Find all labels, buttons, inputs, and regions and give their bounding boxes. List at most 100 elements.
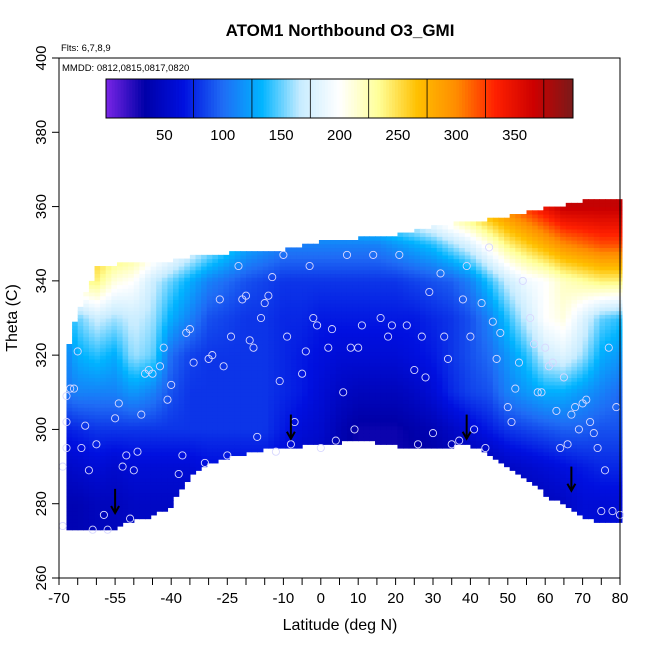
heatmap-cell: [167, 325, 174, 330]
heatmap-cell: [386, 266, 393, 271]
heatmap-cell: [391, 422, 399, 427]
heatmap-cell: [246, 362, 253, 367]
heatmap-cell: [408, 344, 415, 349]
heatmap-cell: [532, 440, 539, 445]
heatmap-cell: [504, 336, 511, 341]
heatmap-cell: [335, 414, 342, 419]
heatmap-cell: [520, 228, 528, 234]
heatmap-cell: [302, 266, 309, 271]
heatmap-cell: [111, 433, 118, 438]
heatmap-cell: [459, 232, 466, 237]
heatmap-cell: [352, 362, 359, 367]
heatmap-cell: [195, 459, 202, 464]
heatmap-cell: [442, 403, 449, 408]
heatmap-cell: [391, 318, 399, 323]
heatmap-cell: [128, 429, 135, 434]
heatmap-cell: [145, 492, 152, 497]
heatmap-cell: [88, 429, 96, 434]
heatmap-cell: [509, 232, 516, 237]
heatmap-cell: [150, 310, 157, 315]
heatmap-cell: [223, 269, 230, 275]
heatmap-cell: [341, 429, 348, 434]
heatmap-cell: [251, 422, 258, 427]
heatmap-cell: [296, 247, 303, 252]
heatmap-cell: [358, 355, 365, 360]
heatmap-cell: [100, 414, 107, 419]
heatmap-cell: [341, 299, 348, 304]
heatmap-cell: [408, 410, 415, 416]
heatmap-cell: [195, 336, 202, 341]
heatmap-cell: [161, 358, 169, 364]
heatmap-cell: [436, 258, 443, 263]
heatmap-cell: [150, 399, 157, 405]
heatmap-cell: [476, 221, 483, 226]
heatmap-cell: [470, 422, 477, 427]
heatmap-cell: [83, 500, 90, 505]
heatmap-cell: [122, 273, 129, 278]
heatmap-cell: [94, 344, 101, 349]
heatmap-cell: [504, 388, 511, 393]
heatmap-cell: [217, 377, 225, 382]
heatmap-cell: [436, 410, 443, 416]
heatmap-cell: [189, 436, 197, 442]
heatmap-cell: [184, 403, 191, 408]
heatmap-cell: [476, 243, 483, 249]
heatmap-cell: [520, 299, 528, 304]
heatmap-cell: [195, 444, 202, 449]
heatmap-cell: [369, 355, 376, 360]
heatmap-cell: [532, 448, 539, 453]
heatmap-cell: [341, 377, 348, 382]
heatmap-cell: [447, 306, 455, 312]
heatmap-cell: [139, 332, 146, 338]
heatmap-cell: [77, 477, 84, 483]
heatmap-cell: [487, 240, 494, 245]
heatmap-cell: [128, 336, 135, 341]
heatmap-cell: [526, 284, 533, 289]
heatmap-cell: [279, 407, 286, 412]
heatmap-cell: [111, 303, 118, 308]
heatmap-cell: [77, 429, 84, 434]
heatmap-cell: [128, 277, 135, 282]
heatmap-cell: [83, 303, 90, 308]
heatmap-cell: [150, 459, 157, 464]
heatmap-cell: [217, 381, 225, 386]
heatmap-cell: [100, 340, 107, 345]
heatmap-cell: [375, 373, 382, 379]
heatmap-cell: [442, 262, 449, 267]
heatmap-cell: [173, 477, 180, 483]
heatmap-cell: [251, 321, 258, 327]
heatmap-cell: [240, 358, 247, 364]
heatmap-cell: [72, 503, 79, 509]
heatmap-cell: [178, 336, 185, 341]
heatmap-cell: [167, 485, 174, 490]
heatmap-cell: [431, 384, 438, 390]
heatmap-cell: [139, 500, 146, 505]
heatmap-cell: [161, 407, 169, 412]
heatmap-cell: [262, 351, 270, 356]
heatmap-cell: [100, 481, 107, 486]
heatmap-cell: [324, 351, 331, 356]
heatmap-cell: [386, 410, 393, 416]
heatmap-cell: [509, 303, 516, 308]
heatmap-cell: [341, 388, 348, 393]
heatmap-cell: [358, 277, 365, 282]
heatmap-cell: [184, 318, 191, 323]
heatmap-cell: [122, 347, 129, 353]
heatmap-cell: [425, 277, 432, 282]
heatmap-cell: [128, 325, 135, 330]
heatmap-cell: [206, 340, 213, 345]
heatmap-cell: [459, 277, 466, 282]
heatmap-cell: [66, 381, 73, 386]
heatmap-cell: [318, 403, 326, 408]
heatmap-cell: [161, 351, 169, 356]
heatmap-cell: [94, 507, 101, 512]
heatmap-cell: [145, 321, 152, 327]
heatmap-cell: [285, 329, 292, 334]
heatmap-cell: [498, 340, 505, 345]
heatmap-cell: [274, 347, 281, 353]
heatmap-cell: [88, 329, 96, 334]
heatmap-cell: [526, 258, 533, 263]
heatmap-cell: [173, 344, 180, 349]
heatmap-cell: [515, 303, 522, 308]
heatmap-cell: [492, 418, 500, 423]
